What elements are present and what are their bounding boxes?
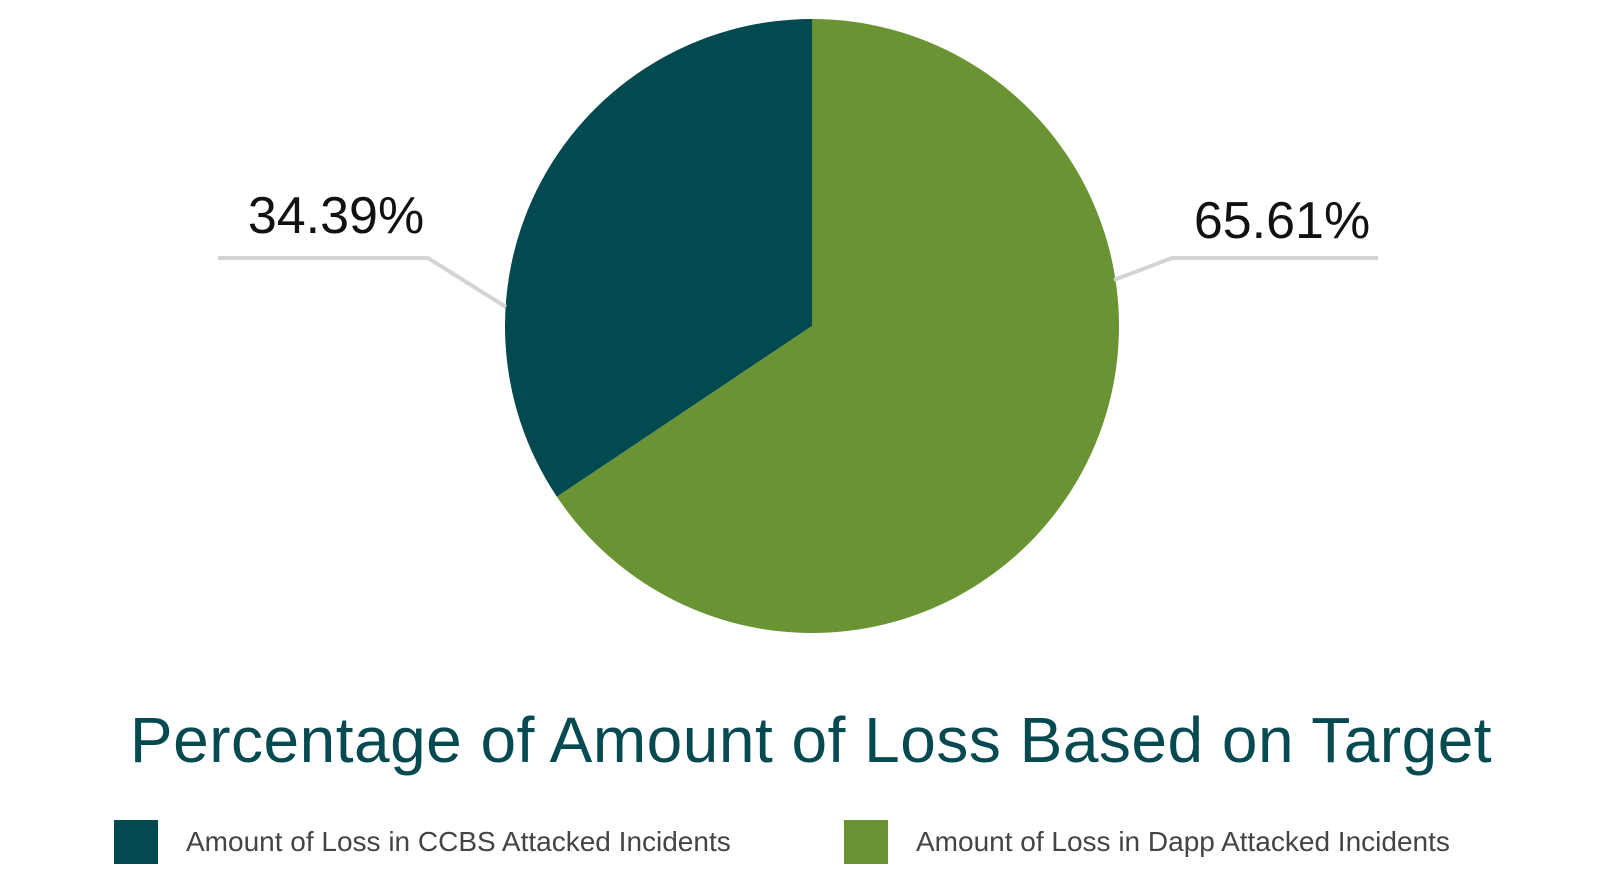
legend-item-ccbs: Amount of Loss in CCBS Attacked Incident… [114, 820, 731, 864]
pie-slice-ccbs [504, 19, 812, 497]
chart-title: Percentage of Amount of Loss Based on Ta… [129, 704, 1493, 776]
legend-item-dapp: Amount of Loss in Dapp Attacked Incident… [844, 820, 1450, 864]
data-label-dapp: 65.61% [1194, 192, 1370, 250]
data-label-ccbs: 34.39% [248, 187, 424, 245]
legend-label-ccbs: Amount of Loss in CCBS Attacked Incident… [186, 826, 731, 857]
leader-line-dapp [1113, 256, 1378, 282]
legend-swatch-dapp [844, 820, 888, 864]
legend-label-dapp: Amount of Loss in Dapp Attacked Incident… [916, 826, 1450, 857]
legend-swatch-ccbs [114, 820, 158, 864]
pie-slices [504, 19, 1119, 633]
leader-line-ccbs [218, 256, 508, 309]
pie-slice-dapp [556, 19, 1119, 633]
